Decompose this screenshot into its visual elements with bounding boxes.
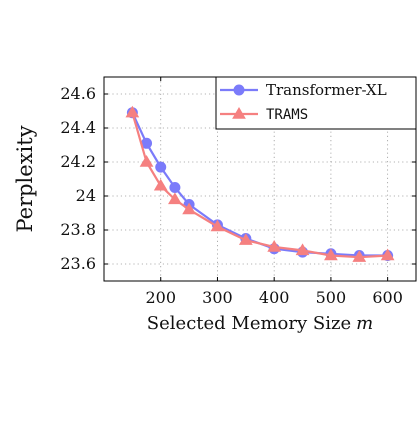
series-trams xyxy=(125,105,395,262)
data-point xyxy=(125,105,140,118)
x-tick-label: 300 xyxy=(202,288,233,307)
legend-entry: TRAMS xyxy=(220,107,308,123)
legend-label: TRAMS xyxy=(266,107,308,123)
series-layer xyxy=(125,105,395,262)
data-point xyxy=(380,248,395,261)
data-point xyxy=(352,250,367,262)
y-tick-label: 24.6 xyxy=(60,84,96,103)
series-line xyxy=(131,112,388,259)
data-point xyxy=(267,240,282,252)
x-tick-label: 200 xyxy=(145,288,176,307)
x-tick-label: 600 xyxy=(372,288,403,307)
x-axis-title-text: Selected Memory Size xyxy=(147,313,351,334)
data-point xyxy=(155,161,167,173)
data-point xyxy=(210,219,225,232)
legend-entry: Transformer-XL xyxy=(220,81,387,99)
y-tick-label: 24.2 xyxy=(60,152,96,171)
x-axis-title-variable: m xyxy=(356,313,373,334)
data-point xyxy=(324,248,338,261)
x-tick-label: 500 xyxy=(316,288,347,307)
ticks: 200 300 400 500 600 23.6 23.8 24 24.2 24.4 24.6 xyxy=(60,77,416,307)
x-axis-title: Selected Memory Size m xyxy=(147,313,373,334)
data-point xyxy=(168,192,182,205)
data-point xyxy=(182,202,196,215)
legend-marker xyxy=(232,107,246,119)
legend: Transformer-XL TRAMS xyxy=(215,76,417,130)
y-tick-label: 24 xyxy=(76,186,96,205)
legend-box xyxy=(215,76,417,130)
x-tick-label: 400 xyxy=(259,288,290,307)
y-tick-label: 24.4 xyxy=(60,118,96,137)
y-tick-label: 23.6 xyxy=(60,254,96,273)
data-point xyxy=(153,178,168,191)
y-axis-title: Perplexity xyxy=(13,125,37,232)
data-point xyxy=(238,233,253,245)
legend-label: Transformer-XL xyxy=(266,81,387,99)
data-point xyxy=(139,155,154,167)
data-point xyxy=(295,243,310,256)
legend-marker xyxy=(233,84,245,96)
data-point xyxy=(169,182,181,193)
y-tick-label: 23.8 xyxy=(60,220,96,239)
